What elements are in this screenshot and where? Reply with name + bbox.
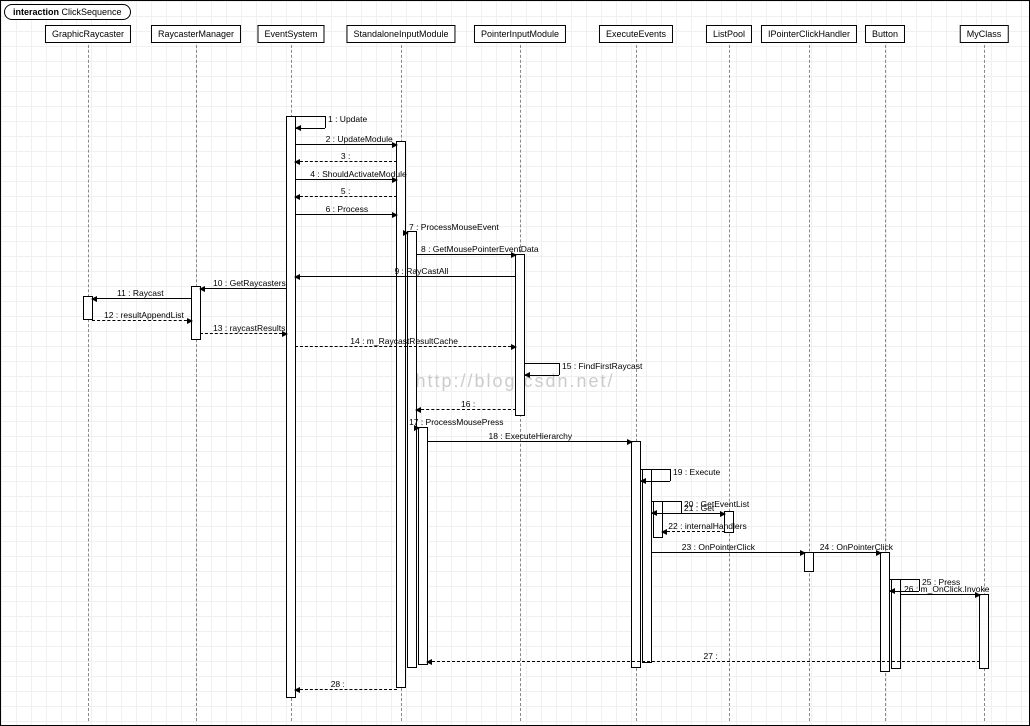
lifeline-pc — [809, 25, 810, 721]
arrow-label-15: 18 : ExecuteHierarchy — [489, 431, 573, 441]
arrow-11 — [200, 333, 287, 334]
activation-bar-12 — [642, 469, 652, 663]
activation-bar-3 — [631, 441, 641, 668]
arrow-14 — [416, 427, 419, 428]
arrow-8 — [200, 288, 287, 289]
activation-bar-11 — [191, 286, 201, 340]
activation-bar-1 — [396, 141, 406, 688]
lifeline-gr — [88, 25, 89, 721]
lifeline-lp — [729, 25, 730, 721]
arrow-label-5: 7 : ProcessMouseEvent — [409, 222, 499, 232]
arrow-7 — [295, 276, 516, 277]
arrow-22 — [295, 689, 397, 690]
arrow-label-1: 3 : — [341, 151, 350, 161]
lifeline-box-lp: ListPool — [706, 25, 752, 43]
arrow-label-7: 9 : RayCastAll — [394, 266, 448, 276]
lifeline-box-si: StandaloneInputModule — [346, 25, 455, 43]
arrow-9 — [92, 298, 192, 299]
lifeline-box-es: EventSystem — [257, 25, 324, 43]
arrow-label-11: 13 : raycastResults — [213, 323, 285, 333]
arrow-3 — [295, 196, 397, 197]
arrow-19 — [813, 552, 881, 553]
activation-bar-6 — [880, 552, 890, 672]
activation-bar-9 — [418, 427, 428, 665]
arrow-label-4: 6 : Process — [326, 204, 369, 214]
arrow-15 — [427, 441, 632, 442]
arrow-20 — [900, 594, 980, 595]
arrow-12 — [295, 346, 516, 347]
activation-bar-8 — [407, 231, 417, 668]
self-msg-0: 1 : Update — [328, 114, 367, 124]
lifeline-box-mc: MyClass — [960, 25, 1009, 43]
arrow-0 — [295, 144, 397, 145]
arrow-label-10: 12 : resultAppendList — [104, 310, 184, 320]
self-msg-2: 19 : Execute — [673, 467, 720, 477]
arrow-6 — [416, 254, 516, 255]
arrow-label-17: 22 : internalHandlers — [668, 521, 746, 531]
arrow-18 — [651, 552, 805, 553]
arrow-13 — [416, 409, 516, 410]
lifeline-box-gr: GraphicRaycaster — [45, 25, 131, 43]
activation-bar-7 — [979, 594, 989, 669]
lifeline-box-rm: RaycasterManager — [151, 25, 241, 43]
arrow-17 — [662, 531, 725, 532]
activation-bar-2 — [515, 254, 525, 416]
arrow-label-0: 2 : UpdateModule — [326, 134, 393, 144]
arrow-label-2: 4 : ShouldActivateModule — [310, 169, 406, 179]
lifeline-box-pc: IPointerClickHandler — [761, 25, 857, 43]
arrow-1 — [295, 161, 397, 162]
arrow-2 — [295, 179, 397, 180]
arrow-label-16: 21 : Get — [684, 503, 714, 513]
arrow-label-12: 14 : m_RaycastResultCache — [350, 336, 458, 346]
arrow-label-18: 23 : OnPointerClick — [682, 542, 755, 552]
arrow-label-6: 8 : GetMousePointerEventData — [421, 244, 539, 254]
lifeline-box-bt: Button — [865, 25, 905, 43]
title-name: ClickSequence — [59, 7, 122, 17]
arrow-4 — [295, 214, 397, 215]
lifeline-rm — [196, 25, 197, 721]
diagram-title: interaction ClickSequence — [4, 4, 131, 20]
arrow-label-13: 16 : — [461, 399, 475, 409]
arrow-label-19: 24 : OnPointerClick — [820, 542, 893, 552]
arrow-label-9: 11 : Raycast — [117, 288, 164, 298]
arrow-5 — [405, 232, 408, 233]
arrow-16 — [662, 513, 725, 514]
activation-bar-0 — [286, 116, 296, 698]
lifeline-box-pi: PointerInputModule — [474, 25, 566, 43]
title-bold: interaction — [13, 7, 59, 17]
arrow-10 — [92, 320, 192, 321]
arrow-label-21: 27 : — [704, 651, 718, 661]
arrow-label-8: 10 : GetRaycasters — [213, 278, 286, 288]
lifeline-box-ee: ExecuteEvents — [599, 25, 673, 43]
arrow-label-3: 5 : — [341, 186, 350, 196]
arrow-label-14: 17 : ProcessMousePress — [409, 417, 503, 427]
sequence-diagram: interaction ClickSequence http://blog.cs… — [0, 0, 1030, 726]
arrow-label-22: 28 : — [331, 679, 345, 689]
arrow-21 — [427, 661, 980, 662]
arrow-label-20: 26 : m_OnClick.Invoke — [904, 584, 990, 594]
self-msg-1: 15 : FindFirstRaycast — [562, 361, 642, 371]
